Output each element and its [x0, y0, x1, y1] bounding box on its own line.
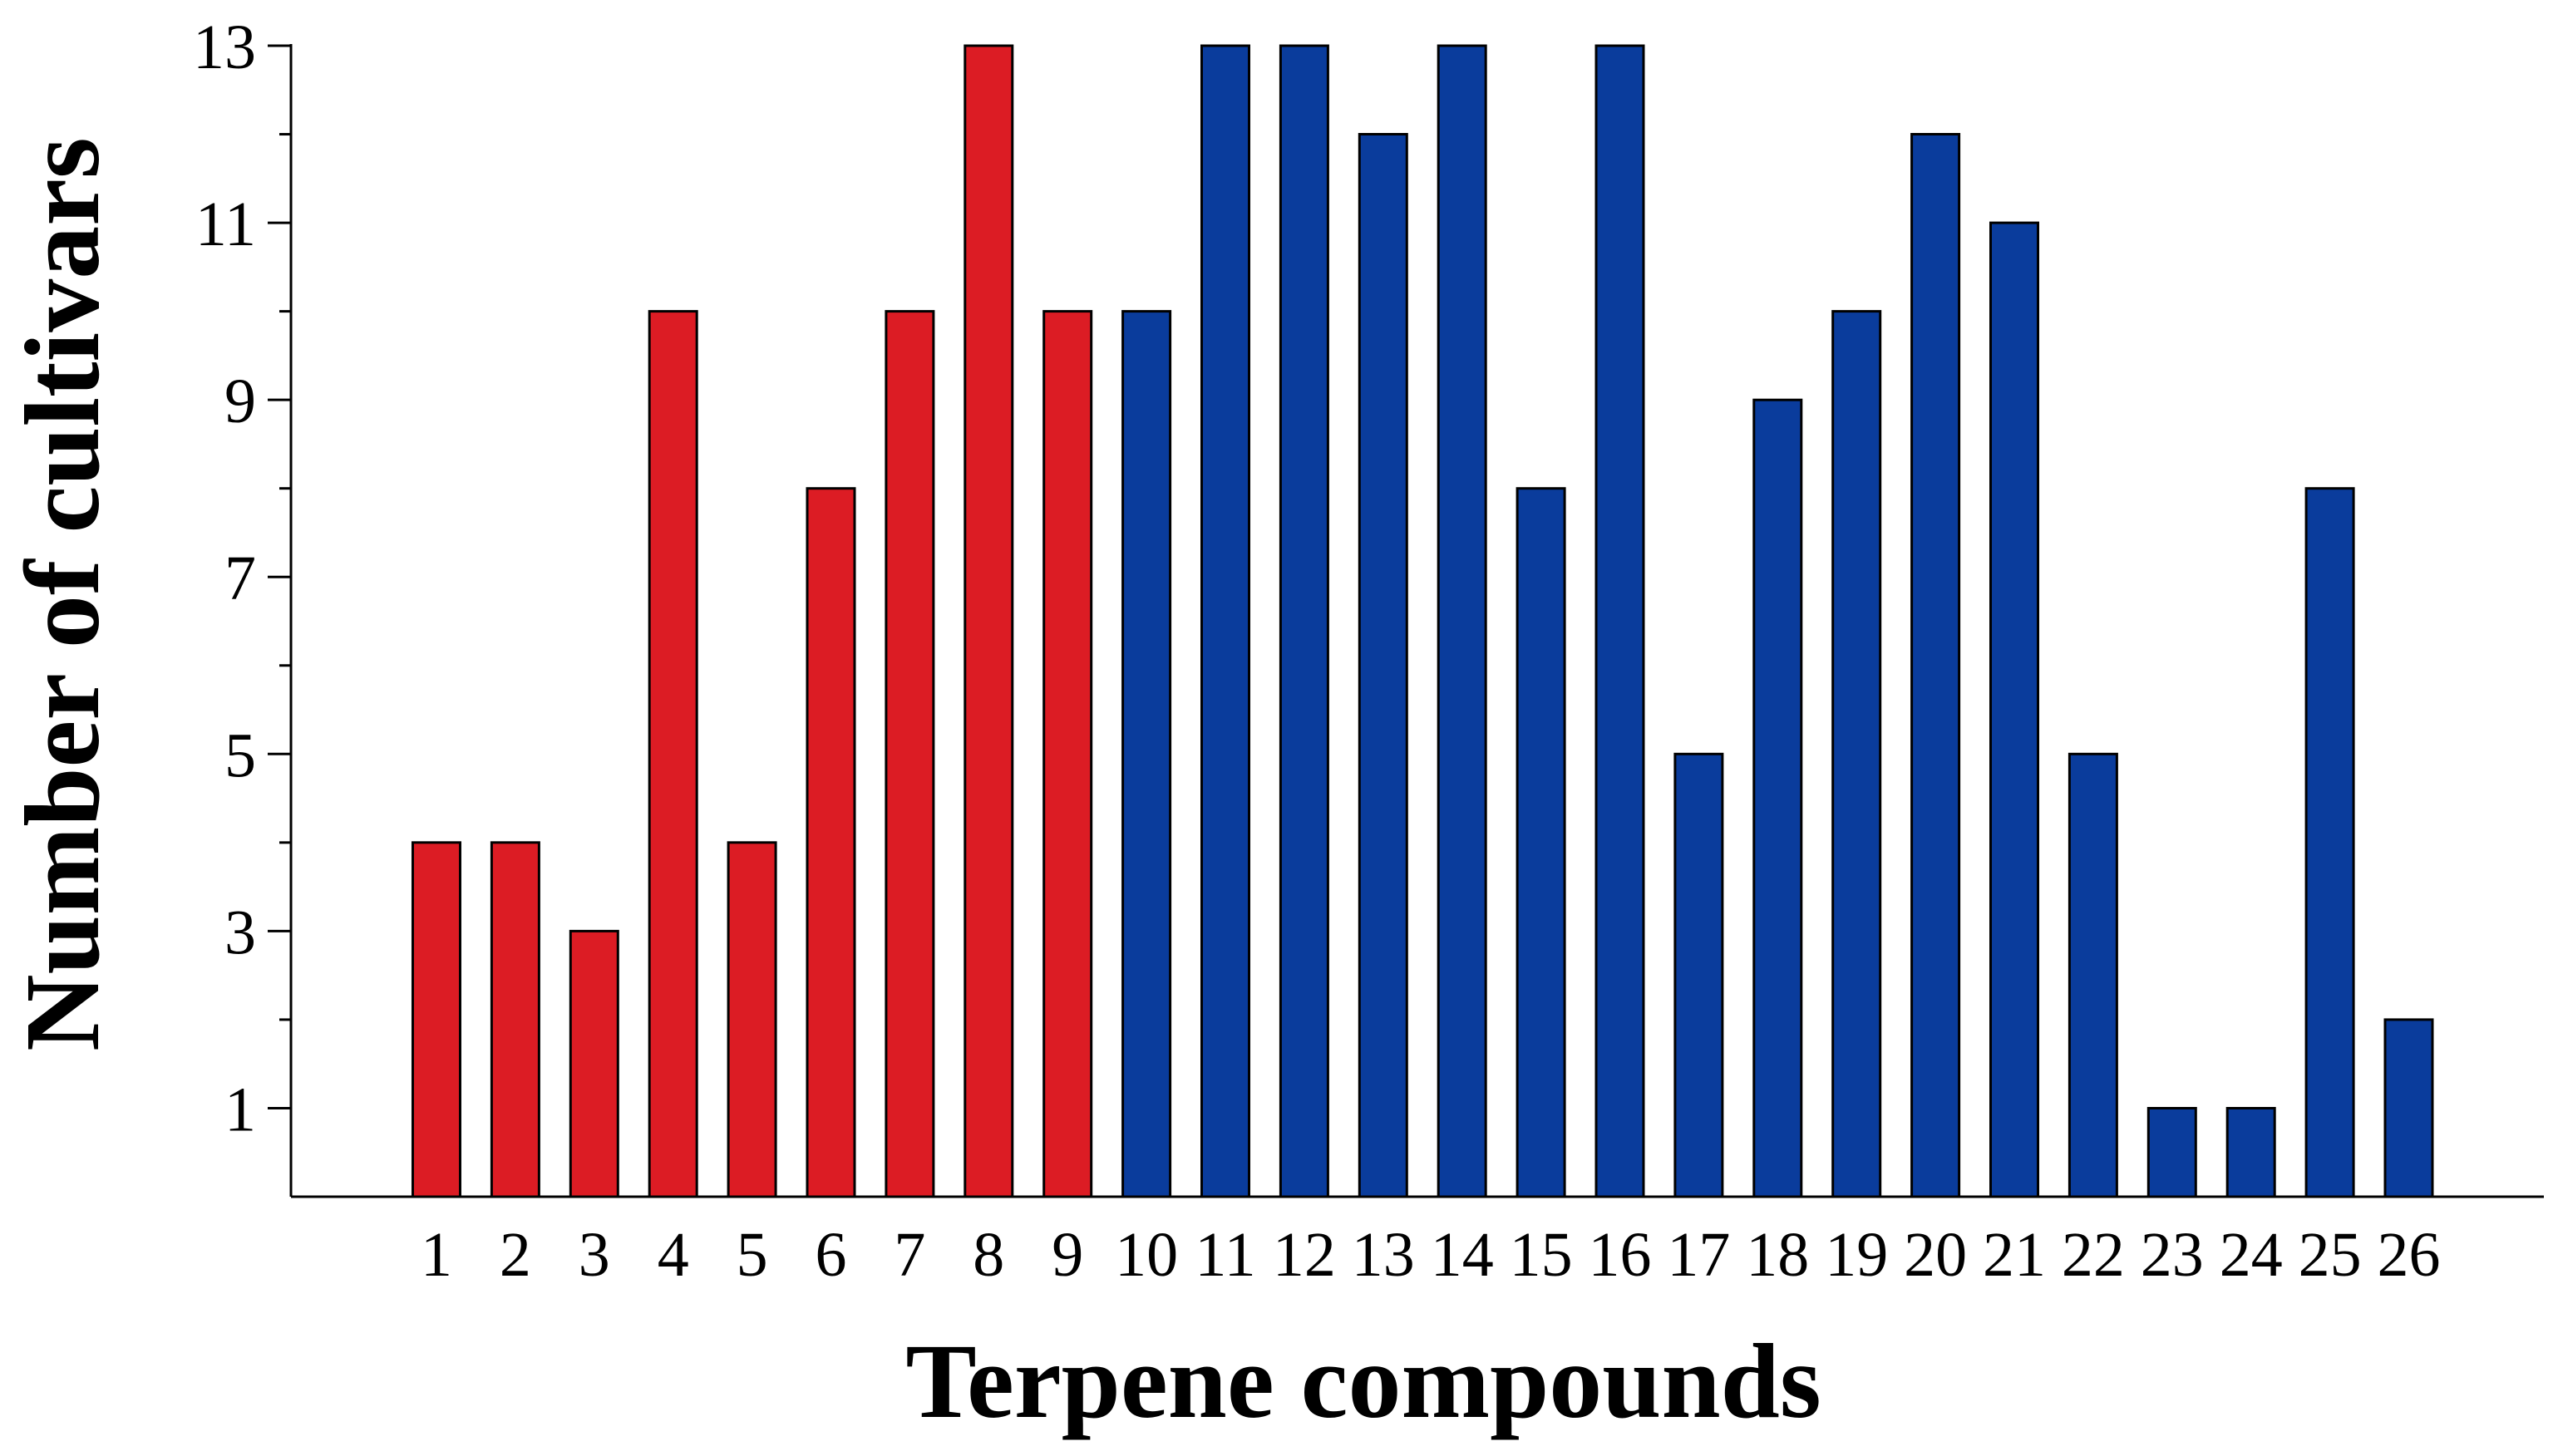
x-tick-label: 6 — [816, 1220, 847, 1290]
bar-10 — [1121, 310, 1172, 1198]
x-tick-label: 23 — [2141, 1220, 2204, 1290]
bar-16 — [1594, 44, 1645, 1198]
x-tick-label: 24 — [2220, 1220, 2283, 1290]
y-axis-title: Number of cultivars — [3, 137, 121, 1051]
x-tick-label: 16 — [1589, 1220, 1652, 1290]
bars-group — [412, 44, 2434, 1198]
x-tick-label: 9 — [1052, 1220, 1083, 1290]
y-tick-label: 7 — [224, 544, 256, 613]
x-tick-label: 19 — [1825, 1220, 1888, 1290]
bar-6 — [806, 487, 856, 1198]
bar-1 — [412, 841, 461, 1198]
x-tick-label: 26 — [2378, 1220, 2441, 1290]
x-tick-label: 17 — [1667, 1220, 1730, 1290]
y-tick-label: 9 — [224, 366, 256, 436]
bar-14 — [1437, 44, 1487, 1198]
bar-7 — [885, 310, 935, 1198]
y-tick-label: 1 — [224, 1075, 256, 1144]
bar-17 — [1673, 752, 1724, 1198]
bar-22 — [2068, 752, 2118, 1198]
x-tick-label: 14 — [1431, 1220, 1494, 1290]
x-axis-title: Terpene compounds — [905, 1322, 1821, 1440]
x-tick-label: 10 — [1115, 1220, 1178, 1290]
bar-26 — [2383, 1018, 2434, 1198]
x-tick-label: 8 — [973, 1220, 1004, 1290]
x-tick-label: 25 — [2299, 1220, 2362, 1290]
bar-23 — [2146, 1107, 2197, 1198]
y-tick-label: 5 — [224, 721, 256, 790]
bar-2 — [490, 841, 540, 1198]
x-tick-label: 12 — [1273, 1220, 1336, 1290]
x-tick-label: 11 — [1195, 1220, 1255, 1290]
bar-9 — [1042, 310, 1093, 1198]
x-axis-ticks: 1 2 3 4 5 6 7 8 9 10 11 12 13 14 15 16 17 18 19 20 21 22 23 24 2… — [421, 1220, 2441, 1290]
x-tick-label: 7 — [894, 1220, 925, 1290]
y-tick-label: 3 — [224, 898, 256, 967]
bar-13 — [1358, 133, 1408, 1198]
y-tick-label: 11 — [195, 189, 256, 259]
x-tick-label: 4 — [658, 1220, 689, 1290]
x-tick-label: 20 — [1904, 1220, 1967, 1290]
bar-21 — [1989, 221, 2039, 1198]
x-tick-label: 18 — [1746, 1220, 1809, 1290]
x-tick-label: 1 — [421, 1220, 452, 1290]
bar-4 — [648, 310, 698, 1198]
bar-15 — [1516, 487, 1566, 1198]
bar-24 — [2225, 1107, 2276, 1198]
bar-19 — [1831, 310, 1882, 1198]
bar-5 — [727, 841, 777, 1198]
x-tick-label: 15 — [1510, 1220, 1573, 1290]
x-tick-label: 22 — [2062, 1220, 2125, 1290]
bar-8 — [964, 44, 1014, 1198]
bar-20 — [1910, 133, 1961, 1198]
x-tick-label: 21 — [1983, 1220, 2046, 1290]
bar-18 — [1752, 398, 1803, 1198]
x-tick-label: 5 — [737, 1220, 768, 1290]
bar-11 — [1200, 44, 1250, 1198]
x-tick-label: 2 — [500, 1220, 531, 1290]
y-tick-label: 13 — [193, 12, 256, 82]
bar-25 — [2304, 487, 2355, 1198]
bar-3 — [569, 929, 619, 1198]
bar-12 — [1279, 44, 1329, 1198]
x-tick-label: 13 — [1352, 1220, 1415, 1290]
x-tick-label: 3 — [579, 1220, 610, 1290]
